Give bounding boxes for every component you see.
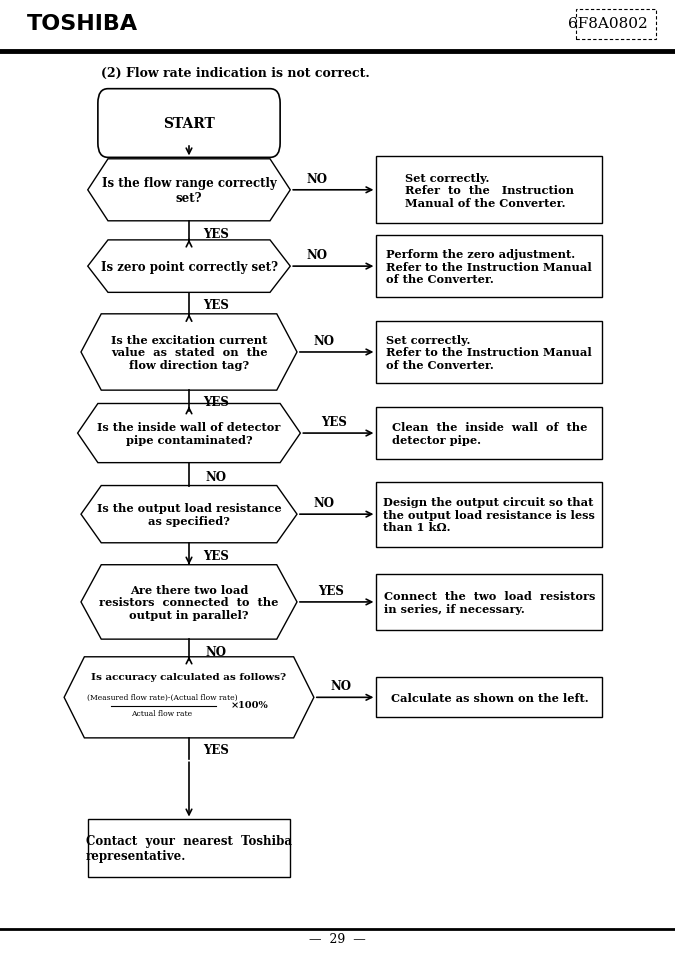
Text: Connect  the  two  load  resistors
in series, if necessary.: Connect the two load resistors in series…: [383, 591, 595, 614]
Text: YES: YES: [203, 549, 229, 562]
Text: START: START: [163, 117, 215, 131]
Text: Actual flow rate: Actual flow rate: [132, 709, 192, 717]
Text: —  29  —: — 29 —: [309, 932, 366, 945]
Polygon shape: [81, 314, 297, 391]
FancyBboxPatch shape: [98, 90, 280, 158]
Text: ×100%: ×100%: [231, 700, 269, 710]
Bar: [377, 236, 602, 298]
Text: Are there two load
resistors  connected  to  the
output in parallel?: Are there two load resistors connected t…: [99, 584, 279, 620]
Bar: [377, 482, 602, 547]
Polygon shape: [64, 658, 314, 738]
Text: YES: YES: [203, 395, 229, 409]
Text: Calculate as shown on the left.: Calculate as shown on the left.: [391, 692, 588, 703]
Text: YES: YES: [203, 228, 229, 241]
Text: NO: NO: [205, 645, 227, 659]
Text: NO: NO: [306, 172, 328, 186]
Text: Set correctly.
Refer  to  the   Instruction
Manual of the Converter.: Set correctly. Refer to the Instruction …: [405, 172, 574, 209]
Text: Set correctly.
Refer to the Instruction Manual
of the Converter.: Set correctly. Refer to the Instruction …: [387, 335, 592, 371]
Bar: [377, 321, 602, 383]
Text: Is the excitation current
value  as  stated  on  the
flow direction tag?: Is the excitation current value as state…: [111, 335, 267, 371]
Bar: [377, 157, 602, 224]
Text: Design the output circuit so that
the output load resistance is less
than 1 kΩ.: Design the output circuit so that the ou…: [383, 497, 595, 533]
Polygon shape: [81, 565, 297, 639]
Text: YES: YES: [318, 584, 344, 598]
Bar: [377, 678, 602, 718]
Text: Perform the zero adjustment.
Refer to the Instruction Manual
of the Converter.: Perform the zero adjustment. Refer to th…: [387, 249, 592, 285]
Text: NO: NO: [313, 497, 335, 510]
Polygon shape: [88, 241, 290, 294]
Text: TOSHIBA: TOSHIBA: [27, 14, 138, 33]
Text: Is the inside wall of detector
pipe contaminated?: Is the inside wall of detector pipe cont…: [97, 422, 281, 445]
Polygon shape: [88, 159, 290, 222]
Text: NO: NO: [306, 249, 328, 262]
Text: 6F8A0802: 6F8A0802: [568, 17, 648, 30]
Text: Is the flow range correctly
set?: Is the flow range correctly set?: [102, 176, 276, 205]
Polygon shape: [81, 486, 297, 543]
Text: Is zero point correctly set?: Is zero point correctly set?: [101, 260, 277, 274]
Text: Contact  your  nearest  Toshiba
representative.: Contact your nearest Toshiba representat…: [86, 834, 292, 862]
Text: Is the output load resistance
as specified?: Is the output load resistance as specifi…: [97, 503, 281, 526]
Text: YES: YES: [203, 298, 229, 312]
Bar: [377, 407, 602, 459]
Polygon shape: [78, 404, 300, 463]
Text: (Measured flow rate)-(Actual flow rate): (Measured flow rate)-(Actual flow rate): [86, 694, 238, 701]
Text: NO: NO: [205, 471, 227, 484]
Text: Clean  the  inside  wall  of  the
detector pipe.: Clean the inside wall of the detector pi…: [392, 422, 587, 445]
Text: Is accuracy calculated as follows?: Is accuracy calculated as follows?: [91, 672, 287, 681]
Text: YES: YES: [203, 743, 229, 757]
Bar: [377, 575, 602, 630]
Text: NO: NO: [330, 679, 352, 693]
Text: YES: YES: [321, 416, 347, 429]
Text: NO: NO: [313, 335, 335, 348]
FancyBboxPatch shape: [576, 10, 656, 40]
Bar: [88, 820, 290, 877]
Text: (2) Flow rate indication is not correct.: (2) Flow rate indication is not correct.: [101, 67, 370, 80]
